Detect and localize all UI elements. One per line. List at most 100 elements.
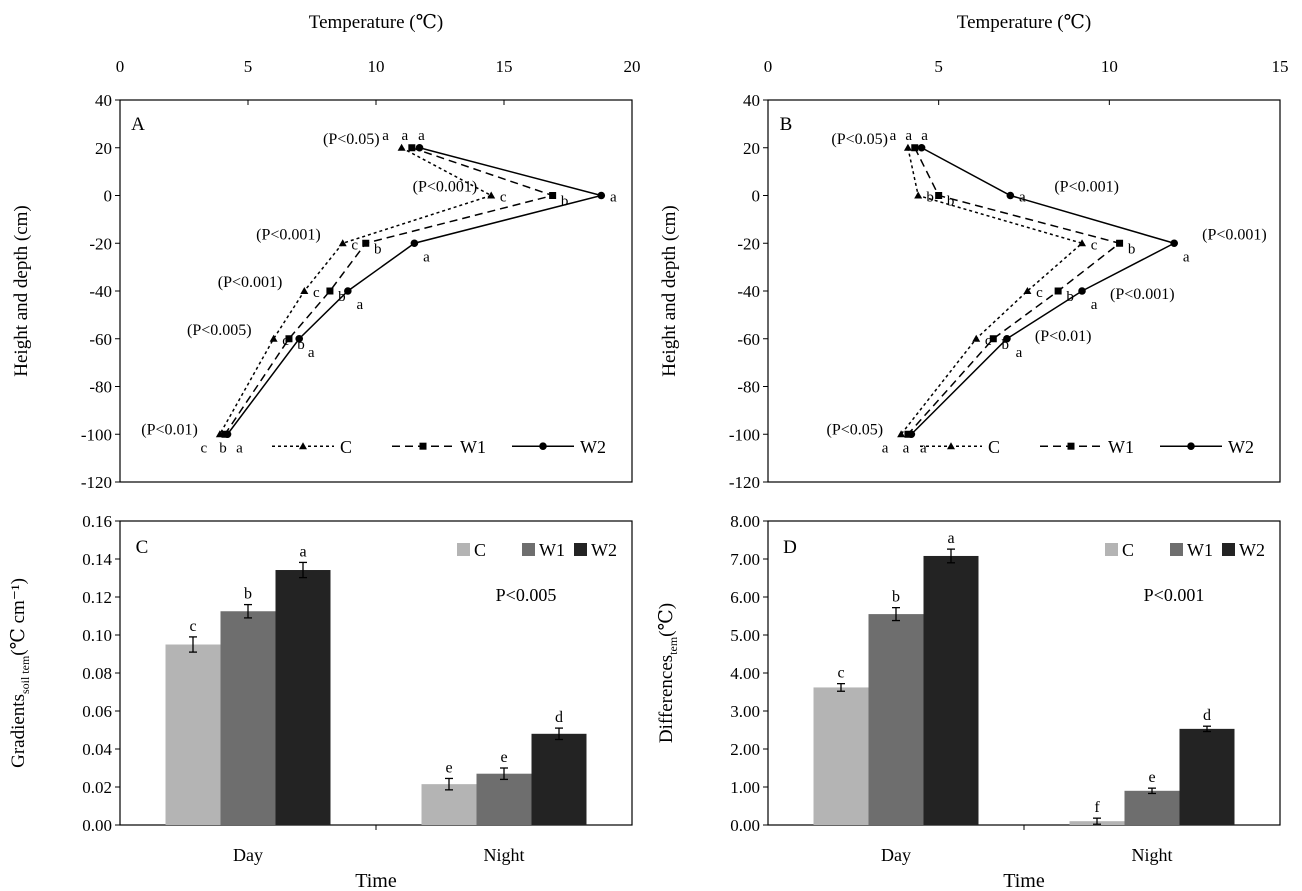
significance-letter: a [308,345,315,361]
data-point-W1 [408,144,416,152]
y-tick-label: 8.00 [730,512,760,531]
significance-letter: b [1128,241,1136,257]
legend-marker-W1 [419,442,427,450]
x-tick-label: 10 [1101,57,1118,76]
data-point-W2 [410,239,419,248]
x-tick-label: Night [483,845,524,865]
p-value-label: (P<0.001) [218,274,283,291]
y-axis-title: Gradientssoil tem(℃ cm⁻¹) [8,578,32,768]
y-axis-title-main: Gradients [8,694,29,768]
y-tick-label: 0.02 [82,778,112,797]
x-tick-label: 20 [624,57,641,76]
y-tick-label: -40 [737,282,760,301]
significance-letter: f [1094,799,1100,816]
bar-C [165,644,221,825]
significance-letter: a [1016,345,1023,361]
legend-label: W1 [460,437,486,457]
legend-label: C [340,437,352,457]
data-point-W1 [1054,287,1062,295]
significance-letter: b [374,241,382,257]
y-tick-label: 0.00 [730,816,760,835]
bar-W2 [531,733,587,825]
y-tick-label: 0.12 [82,588,112,607]
legend-label: C [1122,540,1134,560]
y-axis-title-subscript: tem [666,636,680,655]
y-tick-label: -60 [89,330,112,349]
significance-letter: a [1091,297,1098,313]
significance-letter: c [189,618,196,635]
y-tick-label: 0.14 [82,550,112,569]
bar-C [813,687,869,825]
significance-letter: c [837,665,844,682]
y-axis-title-subscript: soil tem [18,655,32,694]
data-point-C [269,334,278,342]
significance-letter: a [402,128,409,144]
y-tick-label: -20 [89,234,112,253]
legend-swatch-W2 [574,543,587,556]
bar-C [421,784,477,825]
legend-label: W2 [591,540,617,560]
data-point-C [300,287,309,294]
p-value-label: (P<0.001) [1054,179,1119,196]
y-tick-label: -120 [81,473,112,492]
significance-letter: b [561,194,569,210]
data-point-C [487,191,496,199]
p-value-label: (P<0.05) [827,421,884,438]
significance-letter: c [1091,237,1098,253]
y-tick-label: 40 [95,91,112,110]
legend-swatch-W2 [1222,543,1235,556]
y-tick-label: 3.00 [730,702,760,721]
data-point-W2 [295,334,304,343]
data-point-W2 [907,430,916,439]
y-tick-label: 40 [743,91,760,110]
y-tick-label: -40 [89,282,112,301]
panel-label: C [136,537,149,558]
data-point-W2 [415,143,424,152]
legend-marker-W1 [1067,442,1075,450]
significance-letter: b [947,194,955,210]
significance-letter: b [892,589,900,606]
x-tick-label: 5 [934,57,943,76]
legend-marker-C [947,442,955,450]
legend-label: C [474,540,486,560]
x-axis-title: Temperature (℃) [309,12,443,33]
legend-swatch-W1 [1170,543,1183,556]
y-axis-title: Height and depth (cm) [11,205,32,376]
series-line-W1 [907,147,1122,435]
y-tick-label: -80 [737,378,760,397]
data-point-W2 [1170,239,1178,248]
significance-letter: d [1203,707,1211,724]
significance-letter: b [926,190,934,206]
legend-marker-C [299,442,307,450]
legend-marker-W2 [1187,442,1195,450]
significance-letter: a [903,440,910,456]
y-tick-label: -100 [729,425,760,444]
y-tick-label: 0.16 [82,512,112,531]
x-tick-label: 15 [1272,57,1289,76]
data-point-W2 [1003,334,1011,343]
data-point-W1 [989,335,997,343]
significance-letter: a [882,440,889,456]
y-axis-title-main: Differences [656,655,677,743]
legend-marker-W2 [539,442,547,450]
significance-letter: a [921,128,928,144]
significance-letter: a [1019,190,1026,206]
legend-swatch-C [1105,543,1118,556]
x-axis-title: Time [355,870,397,891]
significance-letter: a [382,128,389,144]
series-line-W2 [910,147,1177,435]
legend-label: W2 [1228,437,1254,457]
y-tick-label: 20 [95,139,112,158]
bar-W1 [1124,790,1180,825]
y-tick-label: 0 [752,187,761,206]
p-value-label: (P<0.01) [141,421,198,438]
y-tick-label: 4.00 [730,664,760,683]
data-point-W2 [1006,191,1015,200]
data-point-C [914,191,923,199]
significance-letter: a [905,128,912,144]
significance-letter: c [201,440,208,456]
data-point-W2 [1078,287,1086,295]
data-point-C [338,239,347,247]
bar-W1 [868,614,924,825]
